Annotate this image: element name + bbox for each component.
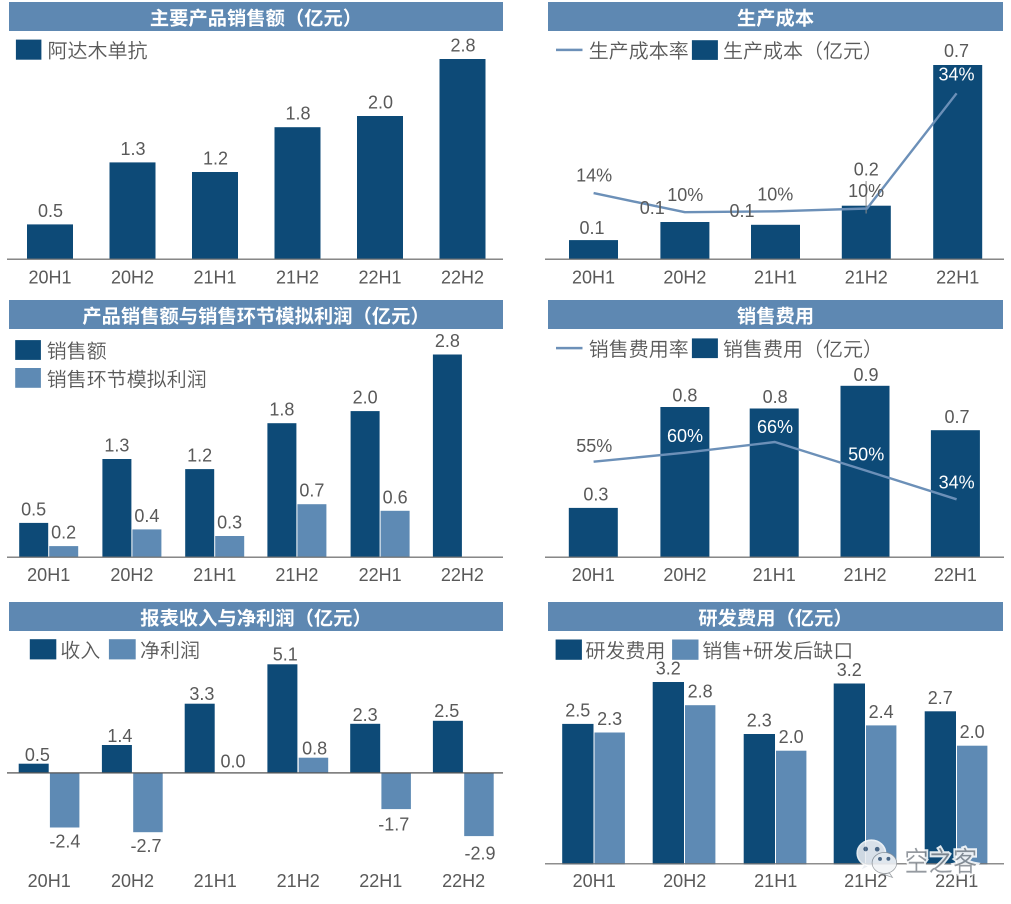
svg-text:5.1: 5.1 (273, 645, 298, 665)
svg-text:14%: 14% (576, 166, 612, 186)
svg-text:50%: 50% (848, 444, 884, 464)
svg-text:20H1: 20H1 (28, 871, 71, 891)
svg-text:0.3: 0.3 (217, 513, 242, 533)
svg-text:2.3: 2.3 (597, 709, 622, 729)
svg-text:22H1: 22H1 (358, 267, 401, 287)
svg-text:2.8: 2.8 (435, 331, 460, 351)
svg-text:22H1: 22H1 (936, 267, 979, 287)
svg-text:3.2: 3.2 (837, 660, 862, 680)
svg-text:20H1: 20H1 (28, 267, 71, 287)
svg-text:0.7: 0.7 (944, 41, 969, 61)
svg-text:22H1: 22H1 (935, 871, 978, 891)
svg-text:21H1: 21H1 (754, 871, 797, 891)
svg-text:-2.4: -2.4 (49, 832, 80, 852)
svg-text:2.7: 2.7 (928, 688, 953, 708)
svg-text:20H1: 20H1 (572, 565, 615, 585)
svg-text:20H2: 20H2 (111, 871, 154, 891)
svg-text:10%: 10% (848, 181, 884, 201)
svg-text:2.8: 2.8 (688, 682, 713, 702)
svg-text:0.9: 0.9 (853, 365, 878, 385)
svg-text:-2.7: -2.7 (130, 836, 161, 856)
svg-text:0.3: 0.3 (583, 485, 608, 505)
svg-text:0.8: 0.8 (302, 739, 327, 759)
svg-text:0.5: 0.5 (21, 499, 46, 519)
svg-text:0.4: 0.4 (134, 506, 159, 526)
svg-text:1.3: 1.3 (120, 139, 145, 159)
svg-text:2.0: 2.0 (368, 93, 393, 113)
svg-text:2.0: 2.0 (960, 722, 985, 742)
svg-text:-2.9: -2.9 (464, 844, 495, 864)
svg-text:22H2: 22H2 (442, 871, 485, 891)
svg-text:2.5: 2.5 (434, 701, 459, 721)
svg-text:1.8: 1.8 (269, 400, 294, 420)
svg-text:-1.7: -1.7 (378, 815, 409, 835)
svg-text:0.0: 0.0 (220, 752, 245, 772)
svg-text:22H1: 22H1 (359, 565, 402, 585)
svg-text:0.1: 0.1 (729, 201, 754, 221)
svg-text:3.3: 3.3 (189, 684, 214, 704)
svg-text:10%: 10% (757, 185, 793, 205)
svg-text:22H1: 22H1 (359, 871, 402, 891)
svg-text:0.8: 0.8 (763, 387, 788, 407)
svg-text:10%: 10% (667, 185, 703, 205)
svg-text:21H2: 21H2 (275, 565, 318, 585)
svg-text:2.3: 2.3 (353, 705, 378, 725)
svg-text:1.2: 1.2 (203, 149, 228, 169)
svg-text:22H2: 22H2 (441, 565, 484, 585)
svg-text:21H2: 21H2 (276, 267, 319, 287)
svg-text:0.1: 0.1 (579, 218, 604, 238)
svg-text:0.2: 0.2 (51, 523, 76, 543)
svg-text:2.8: 2.8 (450, 36, 475, 56)
svg-text:2.4: 2.4 (869, 702, 894, 722)
svg-text:0.5: 0.5 (25, 745, 50, 765)
svg-text:20H2: 20H2 (111, 267, 154, 287)
svg-text:0.7: 0.7 (299, 481, 324, 501)
svg-text:2.0: 2.0 (353, 388, 378, 408)
svg-text:21H1: 21H1 (193, 565, 236, 585)
svg-text:1.8: 1.8 (285, 104, 310, 124)
svg-text:3.2: 3.2 (656, 659, 681, 679)
svg-text:34%: 34% (939, 472, 975, 492)
svg-text:21H1: 21H1 (194, 871, 237, 891)
svg-text:55%: 55% (576, 436, 612, 456)
svg-text:66%: 66% (757, 417, 793, 437)
svg-text:22H1: 22H1 (934, 565, 977, 585)
svg-text:20H2: 20H2 (110, 565, 153, 585)
svg-text:20H1: 20H1 (27, 565, 70, 585)
svg-text:20H1: 20H1 (572, 267, 615, 287)
svg-text:20H2: 20H2 (663, 565, 706, 585)
svg-text:0.7: 0.7 (944, 407, 969, 427)
svg-text:0.5: 0.5 (38, 201, 63, 221)
svg-text:0.6: 0.6 (383, 487, 408, 507)
svg-text:1.3: 1.3 (104, 436, 129, 456)
svg-text:0.2: 0.2 (854, 160, 879, 180)
svg-text:2.0: 2.0 (779, 727, 804, 747)
svg-text:1.4: 1.4 (107, 726, 132, 746)
svg-text:21H1: 21H1 (754, 267, 797, 287)
svg-text:0.8: 0.8 (672, 386, 697, 406)
svg-text:21H2: 21H2 (277, 871, 320, 891)
svg-text:0.1: 0.1 (640, 198, 665, 218)
svg-text:22H2: 22H2 (441, 267, 484, 287)
svg-text:21H1: 21H1 (193, 267, 236, 287)
svg-text:21H2: 21H2 (845, 267, 888, 287)
svg-text:1.2: 1.2 (187, 446, 212, 466)
svg-text:21H2: 21H2 (844, 871, 887, 891)
svg-text:21H2: 21H2 (843, 565, 886, 585)
svg-text:60%: 60% (667, 426, 703, 446)
svg-text:2.5: 2.5 (565, 700, 590, 720)
svg-text:21H1: 21H1 (753, 565, 796, 585)
svg-text:34%: 34% (938, 64, 974, 84)
svg-text:20H1: 20H1 (573, 871, 616, 891)
svg-text:20H2: 20H2 (663, 267, 706, 287)
svg-text:20H2: 20H2 (663, 871, 706, 891)
svg-text:2.3: 2.3 (747, 711, 772, 731)
